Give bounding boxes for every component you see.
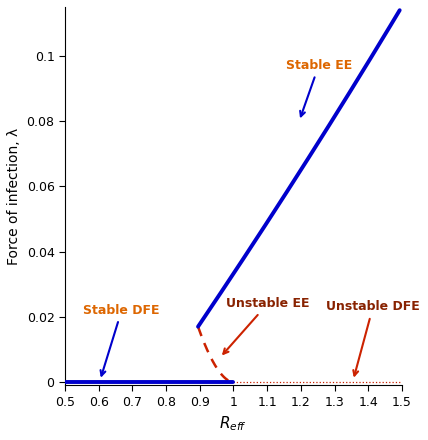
Text: Stable DFE: Stable DFE [83,304,160,376]
Text: Unstable DFE: Unstable DFE [326,301,420,376]
Text: Unstable EE: Unstable EE [223,297,309,354]
Y-axis label: Force of infection, λ: Force of infection, λ [7,128,21,265]
X-axis label: $R_{eff}$: $R_{eff}$ [220,414,247,433]
Text: Stable EE: Stable EE [285,59,352,116]
